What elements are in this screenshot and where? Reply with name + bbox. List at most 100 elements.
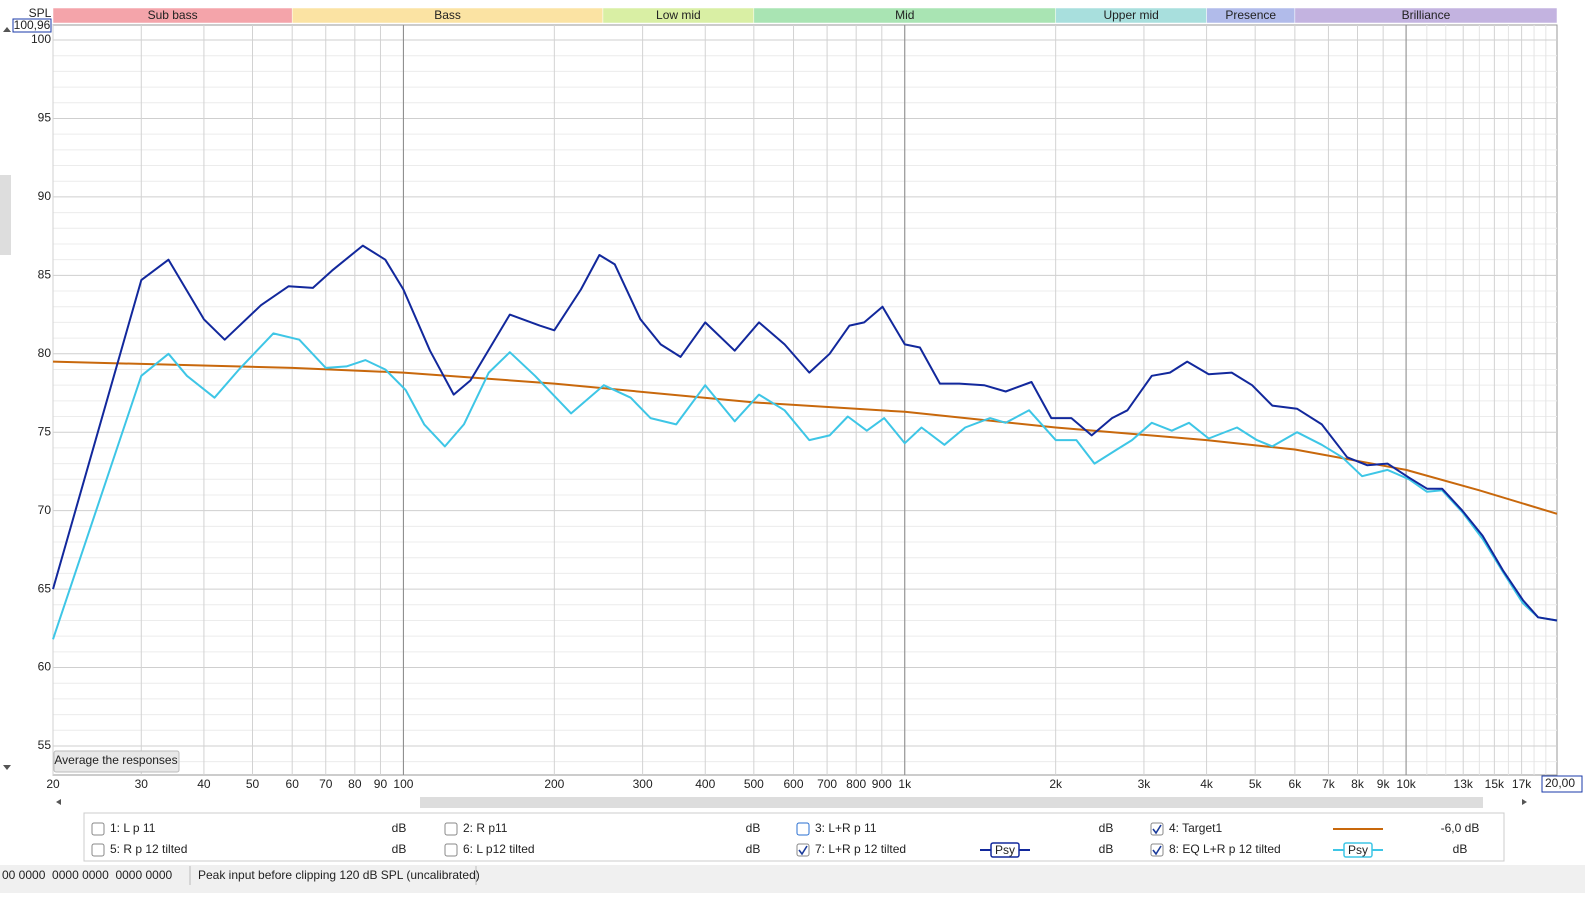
trace-name[interactable]: 2: R p11 (463, 821, 508, 835)
y-tick-label: 80 (38, 346, 52, 360)
band-label: Presence (1225, 8, 1276, 22)
plot-area (52, 24, 1558, 776)
status-bar (0, 865, 1585, 893)
response-curve (52, 244, 1558, 622)
x-tick-label: 20 (46, 777, 60, 791)
y-tick-label: 70 (38, 503, 52, 517)
x-tick-label: 900 (872, 777, 892, 791)
x-tick-label: 40 (197, 777, 211, 791)
status-message: Peak input before clipping 120 dB SPL (u… (198, 868, 480, 882)
trace-checkbox[interactable] (444, 822, 458, 836)
smoothing-label: Psy (1348, 843, 1368, 857)
x-tick-label: 1k (898, 777, 912, 791)
x-tick-label: 17k (1512, 777, 1532, 791)
x-tick-label: 10k (1396, 777, 1416, 791)
cursor-x-value: 20,00 (1545, 776, 1575, 790)
y-tick-label: 55 (38, 738, 52, 752)
x-tick-label: 600 (784, 777, 804, 791)
trace-level: -6,0 dB (1441, 821, 1480, 835)
scroll-left[interactable] (56, 799, 61, 805)
x-tick-label: 500 (744, 777, 764, 791)
cursor-y-value: 100,96 (14, 18, 51, 32)
x-tick-label: 2k (1049, 777, 1063, 791)
x-tick-label: 70 (319, 777, 333, 791)
legend: 1: L p 11 dB 2: R p11 dB 3: L+R p 11 dB 4: Tar… (91, 821, 1480, 858)
x-tick-label: 13k (1454, 777, 1474, 791)
trace-level: dB (746, 821, 761, 835)
y-tick-label: 90 (38, 189, 52, 203)
band-label: Bass (434, 8, 461, 22)
y-tick-label: 85 (38, 268, 52, 282)
trace-level: dB (1099, 821, 1114, 835)
trace-name[interactable]: 7: L+R p 12 tilted (815, 842, 906, 856)
x-tick-label: 5k (1249, 777, 1263, 791)
y-tick-label: 60 (38, 660, 52, 674)
cursor-y-box (12, 18, 52, 33)
trace-checkbox[interactable] (91, 843, 105, 857)
x-tick-label: 6k (1289, 777, 1303, 791)
y-tick-label: 75 (38, 424, 52, 438)
y-tick-label: 65 (38, 581, 52, 595)
trace-name[interactable]: 4: Target1 (1169, 821, 1222, 835)
trace-checkbox[interactable] (1150, 843, 1164, 857)
x-tick-label: 800 (846, 777, 866, 791)
trace-level: dB (1453, 842, 1468, 856)
trace-checkbox[interactable] (91, 822, 105, 836)
status-counters: 00 0000 0000 0000 0000 0000 (2, 868, 172, 882)
trace-level: dB (746, 842, 761, 856)
checkmark (1152, 845, 1162, 856)
smoothing-box[interactable] (990, 842, 1020, 858)
x-tick-label: 700 (817, 777, 837, 791)
x-tick-label: 80 (348, 777, 362, 791)
x-tick-label: 30 (135, 777, 149, 791)
horizontal-scroll-thumb[interactable] (420, 797, 1483, 808)
x-tick-label: 15k (1485, 777, 1505, 791)
smoothing-box[interactable] (1343, 842, 1373, 858)
trace-checkbox[interactable] (796, 843, 810, 857)
x-tick-label: 3k (1138, 777, 1152, 791)
x-tick-label: 300 (633, 777, 653, 791)
band (1294, 7, 1558, 24)
vertical-scroll-thumb[interactable] (0, 175, 11, 255)
checkmark (798, 845, 808, 856)
average-button-label: Average the responses (54, 753, 177, 767)
x-tick-label: 8k (1351, 777, 1365, 791)
band-label: Upper mid (1103, 8, 1158, 22)
x-tick-label: 9k (1377, 777, 1391, 791)
spl-label: SPL (29, 6, 52, 20)
trace-name[interactable]: 6: L p12 tilted (463, 842, 535, 856)
response-curve (52, 332, 1558, 640)
trace-checkbox[interactable] (1150, 822, 1164, 836)
band-label: Mid (895, 8, 914, 22)
trace-level: dB (392, 821, 407, 835)
trace-name[interactable]: 5: R p 12 tilted (110, 842, 187, 856)
trace-name[interactable]: 3: L+R p 11 (815, 821, 877, 835)
band-label: Low mid (656, 8, 701, 22)
trace-checkbox[interactable] (796, 822, 810, 836)
y-tick-label: 100 (31, 32, 51, 46)
trace-name[interactable]: 1: L p 11 (110, 821, 156, 835)
checkmark (1152, 824, 1162, 835)
trace-level: dB (1099, 842, 1114, 856)
trace-level: dB (392, 842, 407, 856)
scroll-up[interactable] (3, 27, 11, 32)
x-tick-label: 50 (246, 777, 260, 791)
plot: Sub bass Bass Low mid Mid Upper mid Presence B… (31, 7, 1558, 791)
x-tick-label: 400 (695, 777, 715, 791)
trace-checkbox[interactable] (444, 843, 458, 857)
x-tick-label: 90 (374, 777, 388, 791)
band-label: Brilliance (1402, 8, 1451, 22)
trace-name[interactable]: 8: EQ L+R p 12 tilted (1169, 842, 1281, 856)
x-tick-label: 4k (1200, 777, 1214, 791)
x-tick-label: 200 (544, 777, 564, 791)
legend-panel (83, 812, 1505, 862)
average-button[interactable] (53, 750, 180, 773)
y-tick-label: 95 (38, 111, 52, 125)
x-tick-label: 100 (393, 777, 413, 791)
scroll-down[interactable] (3, 765, 11, 770)
cursor-x-box (1541, 775, 1583, 793)
x-tick-label: 7k (1322, 777, 1336, 791)
scroll-right[interactable] (1522, 799, 1527, 805)
x-tick-label: 60 (286, 777, 300, 791)
